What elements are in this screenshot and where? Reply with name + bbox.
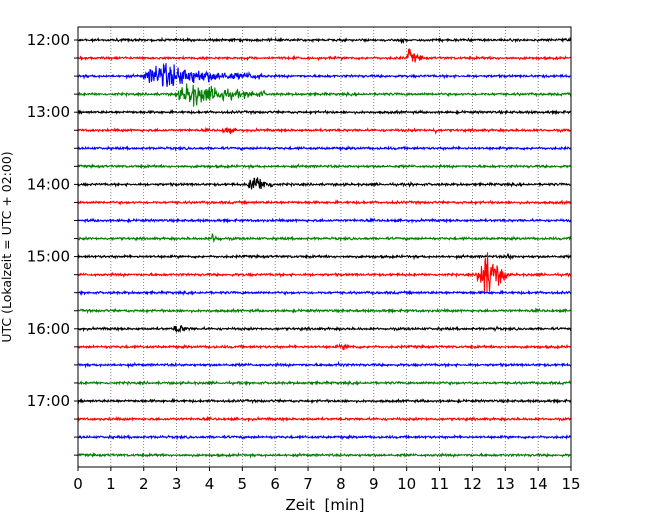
trace-row-1615: [77, 342, 572, 351]
y-tick-label: 14:00: [27, 175, 70, 193]
trace-row-1245: [77, 83, 572, 107]
trace-row-1315: [77, 126, 572, 135]
trace-row-1530: [77, 289, 572, 297]
y-tick-label: 16:00: [27, 320, 70, 338]
x-tick-label: 8: [336, 475, 346, 493]
y-axis-title: UTC (Lokalzeit = UTC + 02:00): [0, 151, 14, 342]
trace-row-1500: [77, 253, 572, 261]
x-axis: 0 1 2 3 4 5 6 7 8 9 10 11 12 13 14 15: [73, 467, 581, 493]
trace-row-1230: [77, 62, 572, 87]
x-tick-label: 7: [303, 475, 313, 493]
x-tick-label: 13: [496, 475, 515, 493]
x-tick-label: 5: [238, 475, 248, 493]
seismogram-traces: [77, 36, 572, 459]
trace-row-1715: [77, 415, 572, 423]
x-tick-label: 0: [73, 475, 83, 493]
plot-frame: [77, 26, 572, 468]
x-axis-title: Zeit [min]: [285, 496, 364, 514]
trace-row-1745: [77, 451, 572, 459]
y-tick-label: 15:00: [27, 248, 70, 266]
x-tick-label: 10: [397, 475, 416, 493]
trace-row-1730: [77, 433, 572, 441]
x-tick-label: 3: [172, 475, 182, 493]
y-tick-label: 17:00: [27, 392, 70, 410]
trace-row-1330: [77, 145, 572, 152]
x-tick-label: 4: [205, 475, 215, 493]
x-tick-label: 2: [139, 475, 149, 493]
trace-row-1445: [77, 232, 572, 244]
trace-row-1415: [77, 199, 572, 206]
x-tick-label: 14: [529, 475, 548, 493]
trace-row-1215: [77, 47, 572, 63]
trace-row-1645: [77, 379, 572, 387]
trace-row-1700: [77, 397, 572, 405]
y-axis: 12:00 13:00 14:00 15:00 16:00 17:00: [27, 31, 78, 456]
x-tick-label: 6: [270, 475, 280, 493]
x-tick-label: 12: [463, 475, 482, 493]
x-tick-label: 9: [369, 475, 379, 493]
trace-row-1400: [77, 177, 572, 190]
x-tick-label: 11: [430, 475, 449, 493]
trace-row-1600: [77, 324, 572, 334]
trace-row-1200: [77, 36, 572, 45]
trace-row-1545: [77, 307, 572, 315]
vertical-gridlines: [110, 27, 539, 467]
y-tick-label: 13:00: [27, 103, 70, 121]
trace-row-1430: [77, 216, 572, 224]
trace-row-1515: [77, 252, 572, 294]
trace-row-1345: [77, 163, 572, 171]
y-tick-label: 12:00: [27, 31, 70, 49]
trace-row-1300: [77, 108, 572, 116]
x-tick-label: 1: [106, 475, 116, 493]
x-tick-label: 15: [561, 475, 580, 493]
trace-row-1630: [77, 360, 572, 369]
